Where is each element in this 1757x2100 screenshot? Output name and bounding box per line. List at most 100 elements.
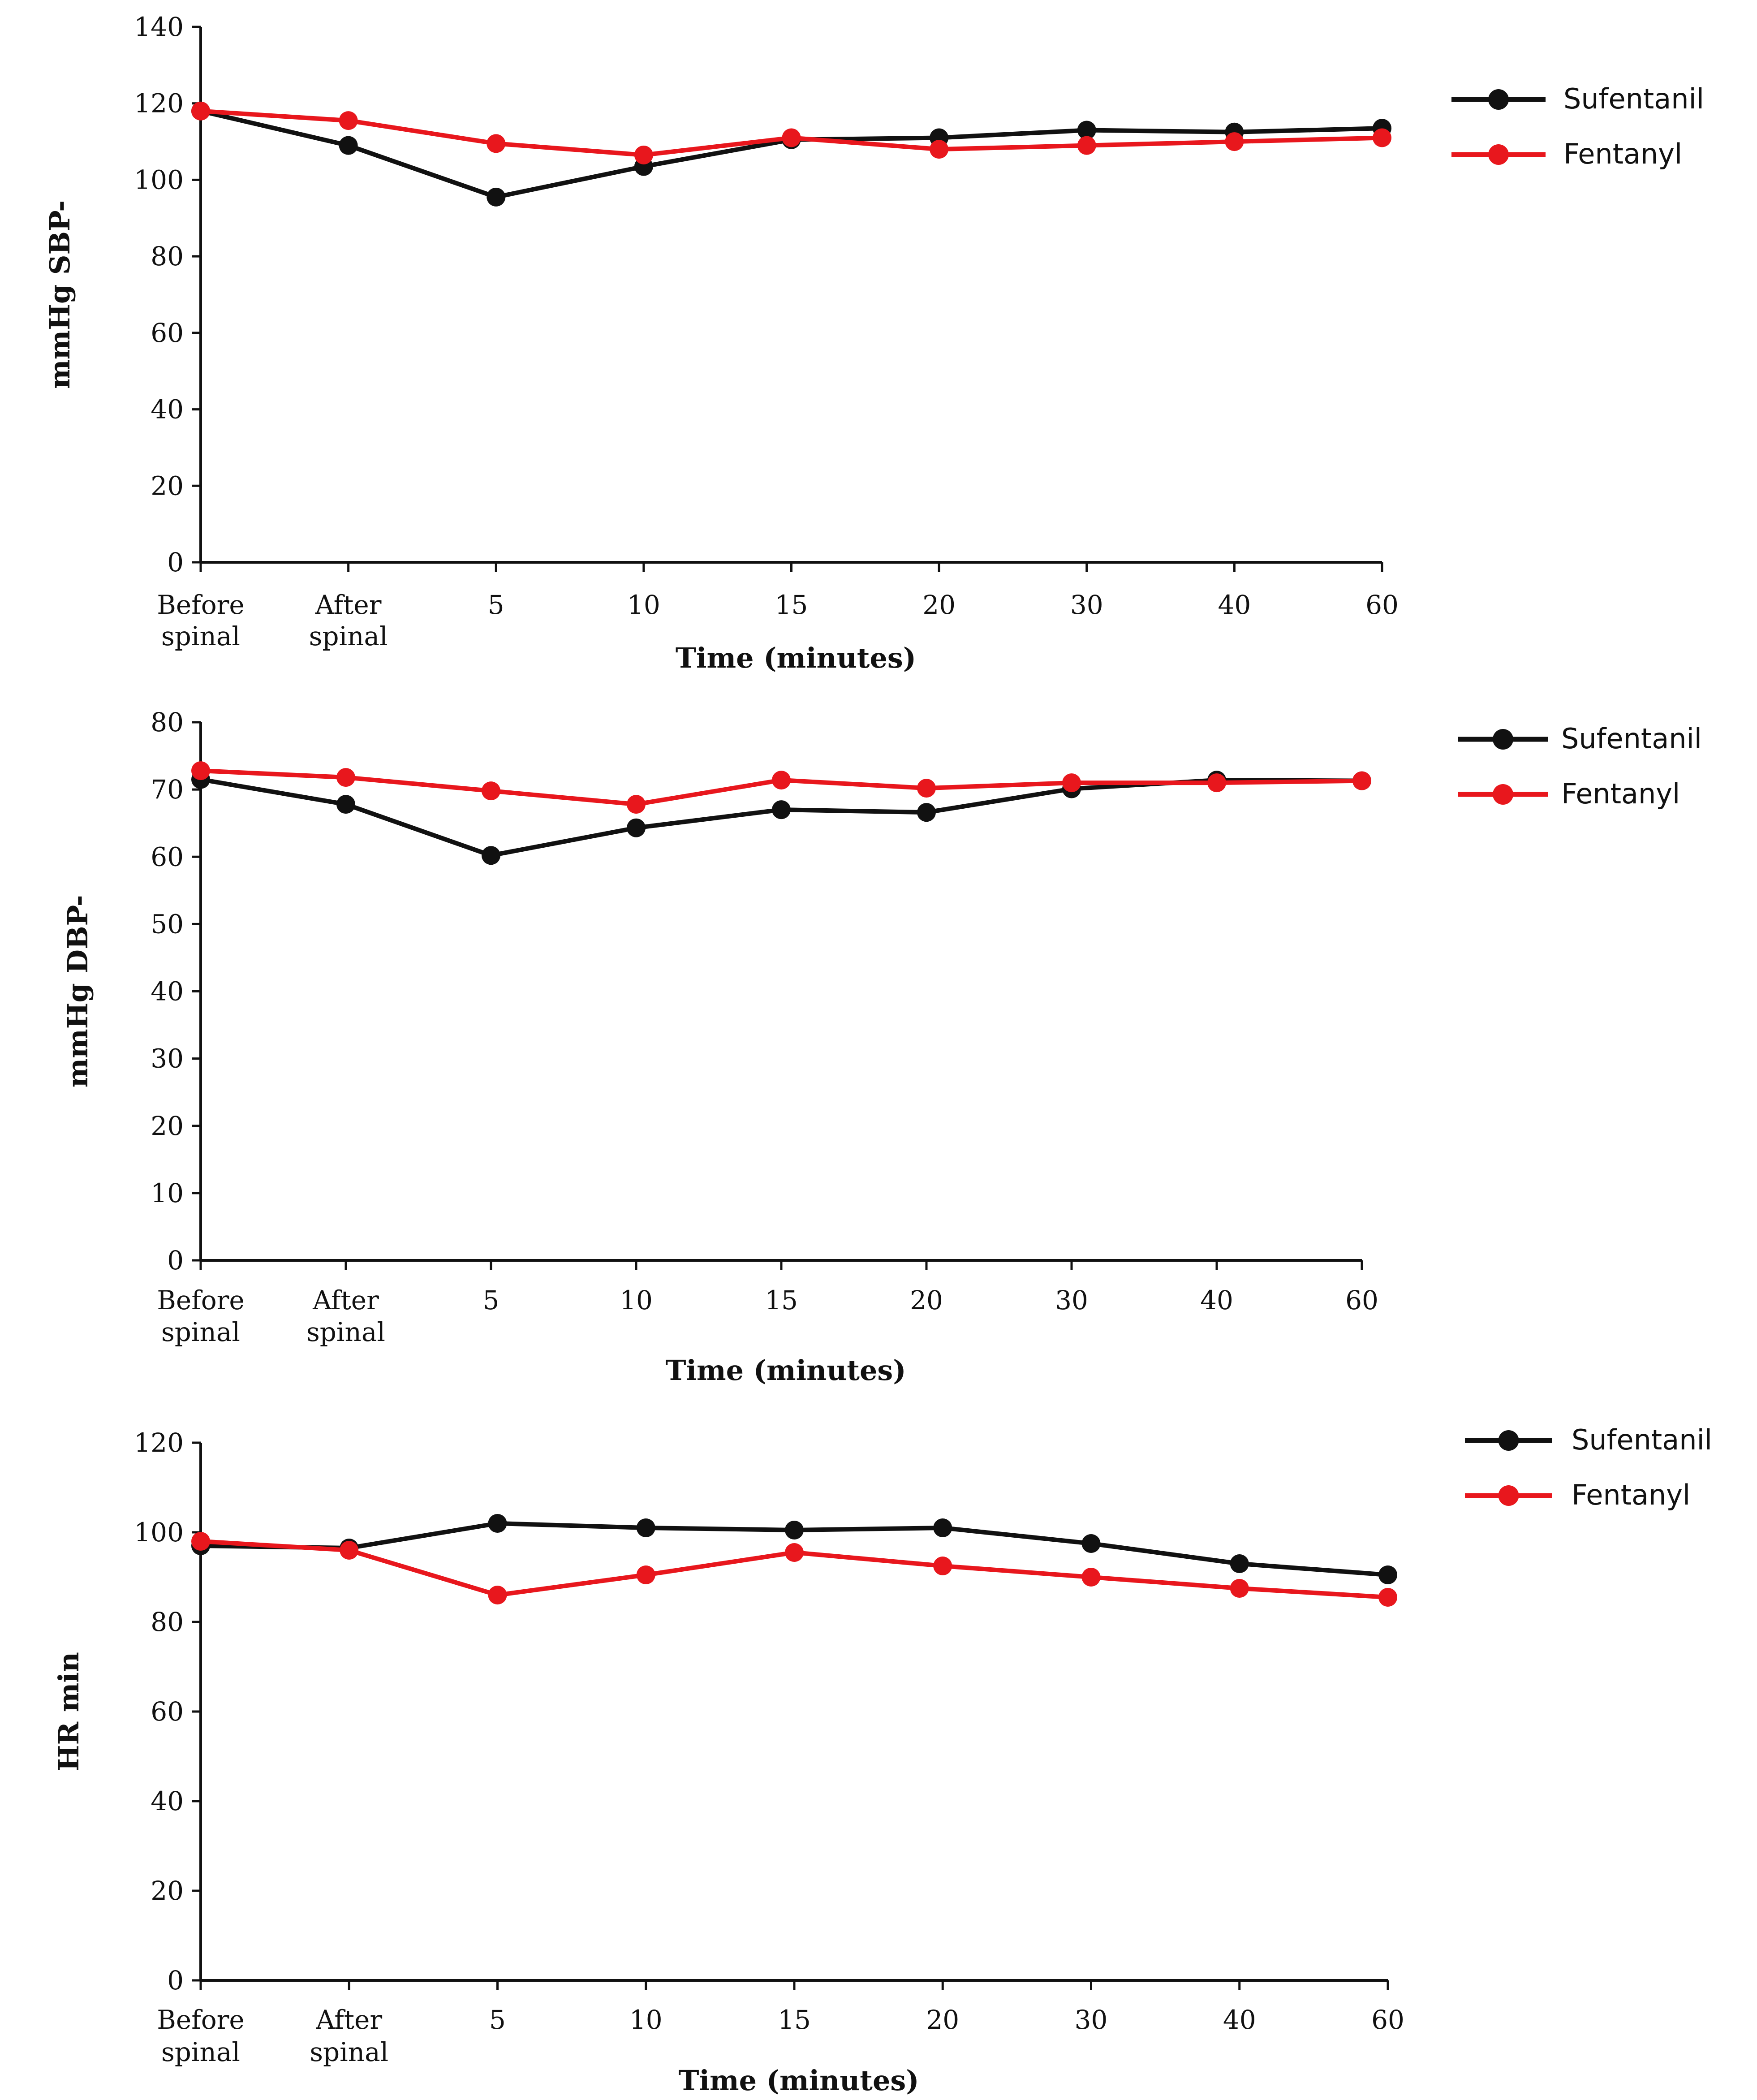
x-tick-label: 10 xyxy=(627,590,660,620)
y-tick-label: 80 xyxy=(151,707,184,737)
data-point-fentanyl xyxy=(340,1541,359,1560)
x-tick-label: Before xyxy=(157,2005,244,2035)
legend-label-fentanyl: Fentanyl xyxy=(1572,1479,1690,1511)
y-tick-label: 70 xyxy=(151,774,184,805)
x-tick-label: 40 xyxy=(1223,2005,1256,2035)
data-point-sufentanil xyxy=(1378,1565,1397,1584)
data-point-fentanyl xyxy=(782,128,801,147)
legend-label-fentanyl: Fentanyl xyxy=(1563,138,1682,170)
x-tick-label: 60 xyxy=(1365,590,1399,620)
y-tick-label: 20 xyxy=(151,1111,184,1141)
legend-label-sufentanil: Sufentanil xyxy=(1561,722,1702,755)
data-point-fentanyl xyxy=(930,140,949,159)
data-point-sufentanil xyxy=(488,1514,507,1533)
x-tick-label: spinal xyxy=(161,2037,240,2067)
data-point-fentanyl xyxy=(1378,1588,1397,1607)
x-tick-label: spinal xyxy=(309,621,388,651)
data-point-sufentanil xyxy=(1077,121,1096,140)
x-tick-label: 30 xyxy=(1075,2005,1108,2035)
y-tick-label: 40 xyxy=(151,394,184,425)
x-tick-label: Before xyxy=(157,1285,244,1315)
x-tick-label: 30 xyxy=(1055,1285,1088,1315)
x-tick-label: After xyxy=(312,1285,379,1315)
y-tick-label: 60 xyxy=(151,1696,184,1727)
y-tick-label: 80 xyxy=(151,241,184,272)
legend-marker-fentanyl xyxy=(1488,144,1509,165)
x-tick-label: 40 xyxy=(1218,590,1251,620)
x-tick-label: 30 xyxy=(1070,590,1103,620)
data-point-fentanyl xyxy=(634,145,653,164)
data-point-fentanyl xyxy=(482,781,500,801)
x-tick-label: 60 xyxy=(1345,1285,1378,1315)
data-point-fentanyl xyxy=(917,779,936,798)
data-point-sufentanil xyxy=(482,846,500,865)
x-tick-label: 40 xyxy=(1200,1285,1233,1315)
y-tick-label: 140 xyxy=(134,12,184,42)
data-point-fentanyl xyxy=(488,1586,507,1604)
x-tick-label: 5 xyxy=(489,2005,506,2035)
data-point-fentanyl xyxy=(1062,773,1081,793)
y-tick-label: 0 xyxy=(167,1245,184,1276)
x-axis-title: Time (minutes) xyxy=(676,642,916,674)
chart-dbp: 01020304050607080BeforespinalAfterspinal… xyxy=(61,707,1702,1387)
data-point-fentanyl xyxy=(191,761,210,780)
data-point-fentanyl xyxy=(191,1532,210,1551)
data-point-fentanyl xyxy=(1077,136,1096,155)
data-point-sufentanil xyxy=(627,818,646,837)
data-point-sufentanil xyxy=(339,136,358,155)
y-tick-label: 0 xyxy=(167,1965,184,1996)
legend-label-sufentanil: Sufentanil xyxy=(1572,1423,1712,1456)
data-point-fentanyl xyxy=(487,134,506,153)
y-tick-label: 50 xyxy=(151,909,184,939)
x-tick-label: spinal xyxy=(161,621,240,651)
data-point-sufentanil xyxy=(1081,1534,1101,1553)
data-point-sufentanil xyxy=(1230,1554,1249,1573)
data-point-fentanyl xyxy=(933,1557,952,1575)
data-point-fentanyl xyxy=(1373,128,1391,147)
data-point-fentanyl xyxy=(627,795,646,814)
legend-label-sufentanil: Sufentanil xyxy=(1563,82,1704,115)
x-tick-label: 20 xyxy=(922,590,956,620)
y-axis-title: mmHg SBP- xyxy=(43,200,76,389)
data-point-fentanyl xyxy=(636,1565,655,1584)
data-point-sufentanil xyxy=(336,795,355,814)
y-tick-label: 100 xyxy=(134,164,184,195)
data-point-sufentanil xyxy=(933,1518,952,1537)
legend-marker-sufentanil xyxy=(1498,1430,1519,1451)
data-point-fentanyl xyxy=(1230,1579,1249,1598)
x-tick-label: Before xyxy=(157,590,244,620)
data-point-fentanyl xyxy=(1081,1568,1101,1587)
legend-marker-fentanyl xyxy=(1493,784,1513,805)
legend-label-fentanyl: Fentanyl xyxy=(1561,777,1680,810)
y-tick-label: 10 xyxy=(151,1178,184,1208)
data-point-fentanyl xyxy=(1352,771,1371,790)
x-tick-label: 10 xyxy=(620,1285,653,1315)
x-tick-label: 5 xyxy=(483,1285,500,1315)
x-axis-title: Time (minutes) xyxy=(678,2064,919,2097)
y-tick-label: 120 xyxy=(134,88,184,119)
legend-marker-sufentanil xyxy=(1488,89,1509,110)
data-point-sufentanil xyxy=(487,187,506,207)
y-tick-label: 40 xyxy=(151,976,184,1007)
y-tick-label: 20 xyxy=(151,1876,184,1906)
x-tick-label: 5 xyxy=(488,590,504,620)
x-tick-label: 15 xyxy=(778,2005,811,2035)
y-tick-label: 40 xyxy=(151,1786,184,1816)
x-tick-label: 20 xyxy=(910,1285,943,1315)
y-tick-label: 120 xyxy=(134,1427,184,1458)
y-tick-label: 80 xyxy=(151,1607,184,1637)
x-tick-label: spinal xyxy=(306,1317,385,1347)
x-axis-title: Time (minutes) xyxy=(665,1354,906,1387)
data-point-sufentanil xyxy=(917,803,936,822)
x-tick-label: After xyxy=(315,2005,382,2035)
x-tick-label: 20 xyxy=(926,2005,959,2035)
x-tick-label: 10 xyxy=(629,2005,663,2035)
data-point-fentanyl xyxy=(191,101,210,121)
data-point-fentanyl xyxy=(336,768,355,787)
data-point-sufentanil xyxy=(785,1521,804,1539)
x-tick-label: spinal xyxy=(310,2037,388,2067)
x-tick-label: 15 xyxy=(775,590,808,620)
y-tick-label: 20 xyxy=(151,470,184,501)
